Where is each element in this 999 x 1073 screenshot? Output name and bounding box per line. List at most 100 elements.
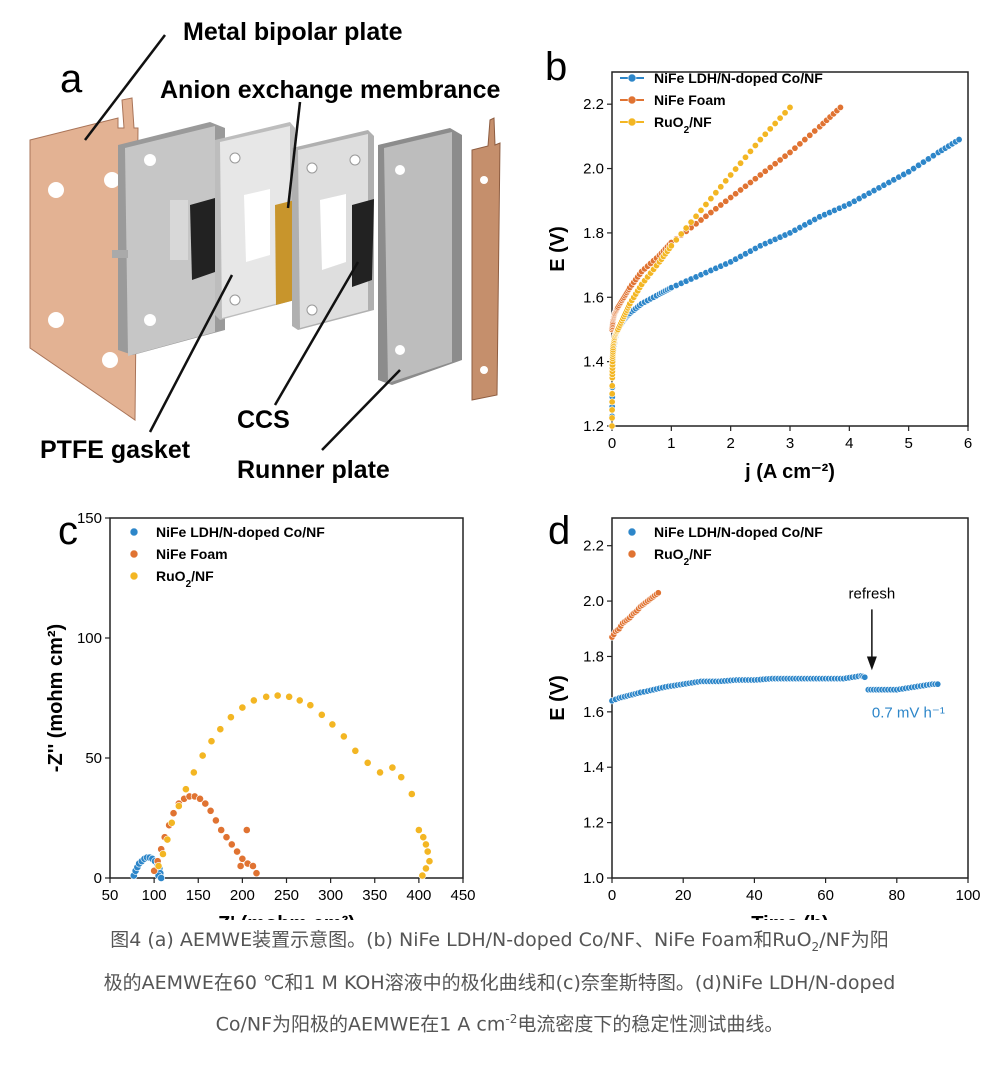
y-tick-label: 2.0 (583, 161, 604, 178)
label-metal-bipolar-plate: Metal bipolar plate (183, 18, 403, 46)
x-tick-label: 150 (186, 887, 211, 904)
x-axis-label: j (A cm⁻²) (744, 461, 835, 483)
panel-label-c: c (58, 509, 78, 553)
series-nife-ldh-n-doped-co-nf (608, 136, 963, 430)
data-point (414, 826, 423, 834)
data-point (781, 109, 789, 117)
data-point (207, 737, 216, 746)
metal-bipolar-plate-left (29, 97, 139, 421)
data-point (262, 692, 271, 701)
series-ruo2-nf (608, 103, 794, 430)
y-tick-label: 1.2 (583, 418, 604, 435)
data-point (163, 835, 172, 844)
y-axis-label: E (V) (547, 675, 569, 721)
x-tick-label: 450 (450, 887, 475, 904)
data-point (376, 768, 384, 777)
data-point (242, 826, 251, 834)
annotation-refresh: refresh (849, 585, 896, 602)
y-tick-label: 2.2 (583, 538, 604, 555)
data-point (654, 589, 662, 597)
data-point (915, 161, 923, 169)
legend-label: NiFe Foam (156, 546, 228, 562)
data-point (806, 131, 814, 139)
data-point (811, 127, 819, 135)
y-tick-label: 150 (77, 510, 102, 527)
x-axis-label: Time (h) (751, 913, 828, 920)
leader-line-runner (321, 369, 401, 451)
series-ruo2-nf (608, 589, 662, 641)
data-point (306, 701, 315, 710)
data-point (285, 692, 294, 701)
data-point (388, 763, 397, 772)
data-point (741, 182, 749, 190)
y-tick-label: 1.4 (583, 354, 604, 371)
y-tick-label: 1.4 (583, 759, 604, 776)
data-point (608, 406, 616, 414)
legend-marker (129, 527, 139, 537)
data-point (206, 806, 215, 815)
data-point (201, 799, 210, 808)
data-point (169, 809, 178, 818)
data-point (771, 160, 779, 168)
data-point (249, 862, 257, 870)
data-point (154, 862, 163, 870)
data-point (157, 874, 166, 882)
series-nife-ldh-n-doped-co-nf (608, 672, 942, 705)
data-point (249, 696, 258, 705)
figure-caption: 图4 (a) AEMWE装置示意图。(b) NiFe LDH/N-doped C… (8, 922, 991, 1042)
data-point (756, 136, 764, 144)
data-point (836, 103, 844, 111)
legend-label: NiFe LDH/N-doped Co/NF (156, 524, 325, 540)
data-point (211, 816, 220, 825)
legend-marker (627, 95, 637, 105)
data-point (771, 119, 779, 127)
x-tick-label: 80 (888, 887, 905, 904)
data-point (216, 725, 225, 734)
data-point (422, 864, 430, 873)
data-point (786, 148, 794, 156)
y-tick-label: 0 (94, 870, 102, 887)
anion-exchange-membrane (275, 200, 295, 305)
caption-line-1: 图4 (a) AEMWE装置示意图。(b) NiFe LDH/N-doped C… (110, 929, 889, 954)
legend-marker (129, 549, 139, 559)
data-point (189, 768, 198, 777)
y-tick-label: 50 (85, 750, 102, 767)
data-point (707, 195, 715, 203)
data-point (746, 178, 754, 186)
series-ruo2-nf (154, 691, 434, 880)
data-point (702, 212, 710, 220)
legend-marker (627, 549, 637, 559)
label-ccs: CCS (237, 406, 290, 434)
y-tick-label: 2.0 (583, 593, 604, 610)
y-axis-label: E (V) (547, 226, 569, 272)
x-tick-label: 300 (318, 887, 343, 904)
y-tick-label: 100 (77, 630, 102, 647)
data-point (776, 114, 784, 122)
y-tick-label: 1.0 (583, 870, 604, 887)
data-point (233, 847, 241, 856)
y-tick-label: 1.6 (583, 289, 604, 306)
data-point (252, 869, 261, 878)
data-point (236, 862, 245, 870)
data-point (929, 152, 937, 160)
x-tick-label: 350 (362, 887, 387, 904)
data-point (737, 159, 745, 167)
x-tick-label: 250 (274, 887, 299, 904)
data-point (351, 746, 360, 755)
data-point (196, 794, 204, 803)
data-point (328, 720, 337, 729)
label-anion-exchange-membrane: Anion exchange membrance (160, 76, 500, 104)
data-point (295, 696, 304, 705)
legend-label: RuO2/NF (654, 546, 712, 568)
data-point (363, 758, 372, 767)
caption-line-3: Co/NF为阳极的AEMWE在1 A cm-2电流密度下的稳定性测试曲线。 (215, 1011, 784, 1036)
data-point (238, 854, 247, 863)
data-point (861, 673, 869, 681)
data-point (608, 390, 616, 398)
data-point (791, 144, 799, 152)
x-tick-label: 100 (955, 887, 980, 904)
x-tick-label: 6 (964, 435, 972, 452)
data-point (682, 224, 690, 232)
metal-bipolar-plate-right (471, 117, 501, 401)
data-point (741, 153, 749, 161)
